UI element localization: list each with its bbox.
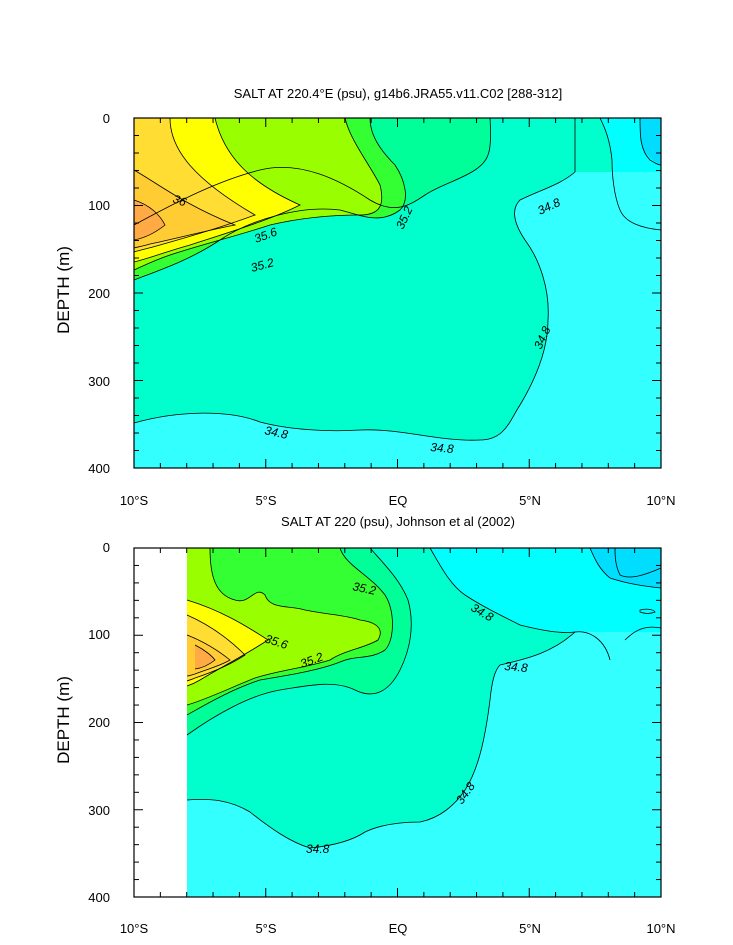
contour-line	[186, 631, 576, 849]
panel-1-title: SALT AT 220.4°E (psu), g14b6.JRA55.v11.C…	[234, 86, 562, 101]
contour-label: 35.2	[351, 579, 377, 598]
contour-line	[133, 169, 237, 249]
contour-line	[186, 599, 269, 687]
panel-1-y-axis-label: DEPTH (m)	[54, 246, 73, 334]
panel-1: SALT AT 220.4°E (psu), g14b6.JRA55.v11.C…	[54, 86, 676, 508]
contour-line	[133, 118, 576, 441]
fill-35.4-region	[187, 548, 381, 705]
y-tick-label: 0	[103, 111, 110, 126]
contour-line	[639, 608, 656, 614]
contour-label: 35.6	[263, 632, 290, 653]
panel-2-filled-contours	[187, 548, 661, 897]
panel-2-x-tick-labels: 10°S 5°S EQ 5°N 10°N	[120, 921, 676, 936]
y-tick-label: 200	[88, 286, 110, 301]
panel-2-y-axis-label: DEPTH (m)	[54, 676, 73, 764]
panel-1-contour-lines	[133, 117, 662, 441]
contour-line	[624, 626, 662, 641]
panel-2-title: SALT AT 220 (psu), Johnson et al (2002)	[281, 514, 515, 529]
x-tick-label: 10°S	[120, 921, 149, 936]
panel-1-x-tick-labels: 10°S 5°S EQ 5°N 10°N	[120, 493, 676, 508]
x-tick-label: 5°N	[519, 921, 541, 936]
contour-line	[186, 547, 381, 706]
contour-line	[133, 199, 166, 241]
contour-line	[614, 547, 662, 578]
contour-label: 34.8	[263, 423, 289, 442]
fill-34.2-region	[615, 548, 661, 578]
fill-36.2-region	[195, 645, 215, 669]
contour-line	[133, 117, 406, 281]
contour-label: 34.8	[430, 440, 455, 456]
panel-1-y-tick-labels: 0 100 200 300 400	[88, 111, 110, 476]
contour-line	[186, 634, 231, 677]
y-tick-label: 400	[88, 461, 110, 476]
y-tick-label: 100	[88, 627, 110, 642]
contour-line	[133, 117, 492, 226]
contour-line	[133, 117, 383, 271]
x-tick-label: EQ	[389, 921, 408, 936]
contour-label: 36	[171, 192, 189, 210]
fill-34.4-region	[640, 118, 661, 165]
contour-label: 34.8	[306, 842, 330, 856]
contour-label: 34.8	[504, 659, 529, 675]
panel-2-ticks	[133, 547, 662, 898]
contour-line	[186, 547, 393, 716]
panel-1-filled-contours	[134, 118, 661, 468]
x-tick-label: 5°S	[255, 921, 276, 936]
x-tick-label: 5°S	[255, 493, 276, 508]
fill-36.2-region	[134, 200, 165, 240]
contour-line	[599, 117, 662, 231]
y-tick-label: 300	[88, 374, 110, 389]
x-tick-label: 10°N	[646, 493, 675, 508]
x-tick-label: 5°N	[519, 493, 541, 508]
panel-2-contour-lines	[186, 547, 662, 849]
contour-line	[639, 117, 662, 166]
x-tick-label: 10°S	[120, 493, 149, 508]
contour-line	[186, 547, 412, 736]
contour-line	[133, 117, 256, 253]
panel-2: SALT AT 220 (psu), Johnson et al (2002)	[54, 514, 676, 936]
x-tick-label: EQ	[389, 493, 408, 508]
y-tick-label: 200	[88, 715, 110, 730]
contour-line	[133, 117, 301, 263]
panel-1-ticks	[133, 117, 662, 469]
contour-line	[429, 547, 611, 661]
y-tick-label: 400	[88, 890, 110, 905]
contour-label: 35.2	[249, 255, 275, 275]
y-tick-label: 0	[103, 540, 110, 555]
panel-2-y-tick-labels: 0 100 200 300 400	[88, 540, 110, 905]
x-tick-label: 10°N	[646, 921, 675, 936]
y-tick-label: 300	[88, 803, 110, 818]
fill-34.6-deep-region	[187, 632, 661, 897]
y-tick-label: 100	[88, 198, 110, 213]
contour-line	[589, 547, 662, 589]
contour-line	[194, 644, 216, 670]
